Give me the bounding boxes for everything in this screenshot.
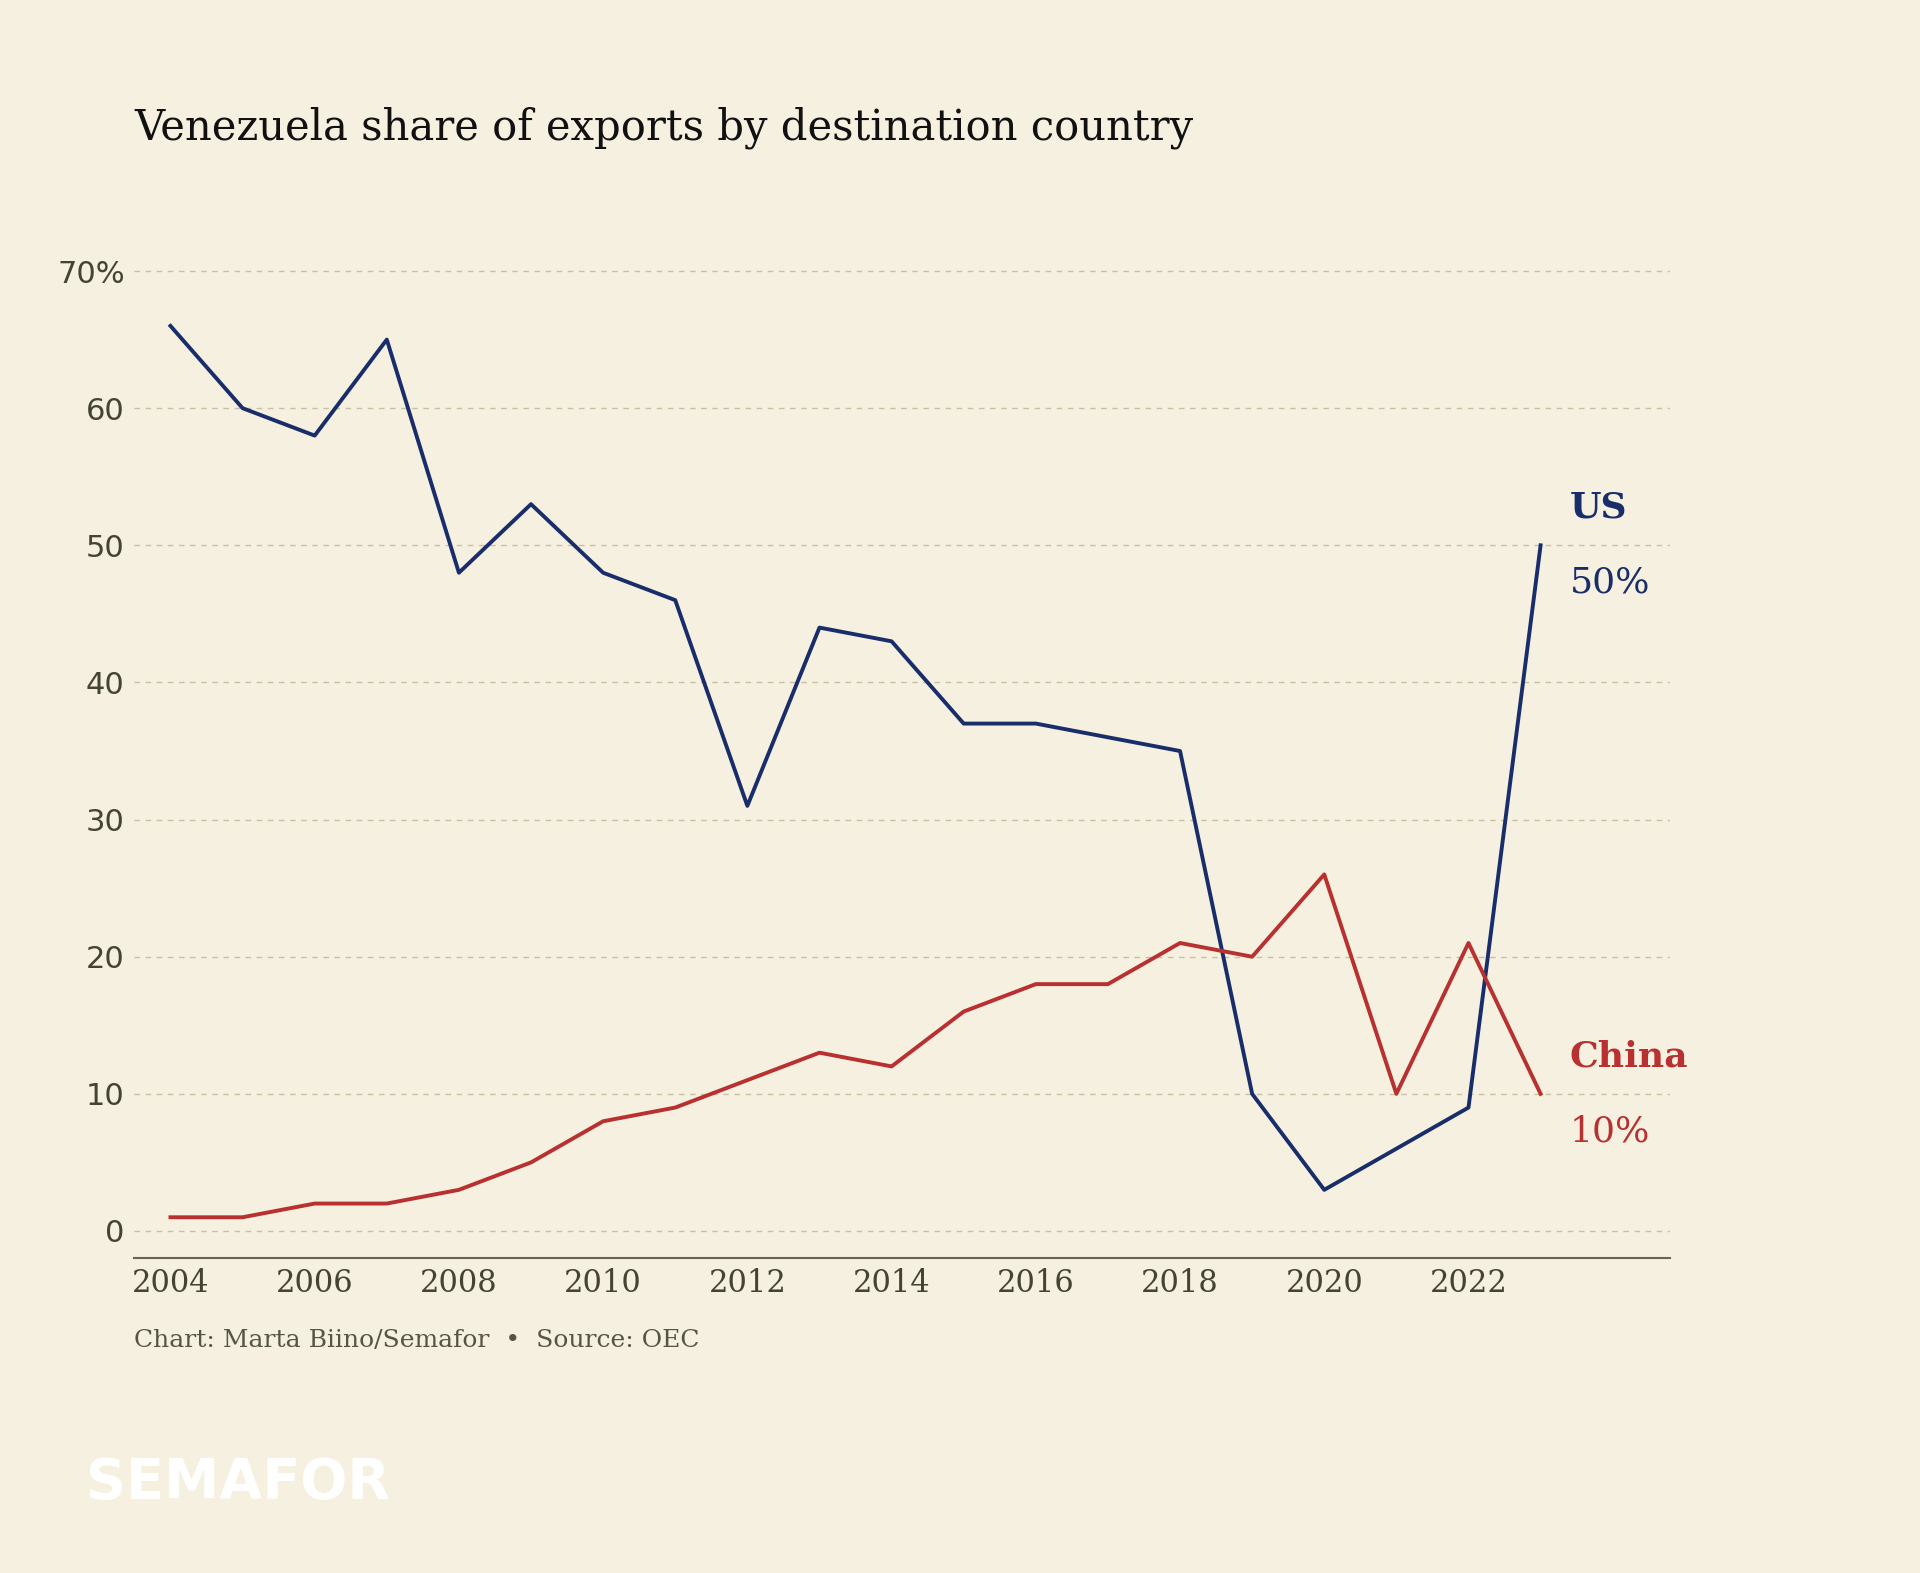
Text: US: US xyxy=(1569,491,1626,525)
Text: Chart: Marta Biino/Semafor  •  Source: OEC: Chart: Marta Biino/Semafor • Source: OEC xyxy=(134,1329,701,1353)
Text: China: China xyxy=(1569,1040,1688,1073)
Text: Venezuela share of exports by destination country: Venezuela share of exports by destinatio… xyxy=(134,107,1194,149)
Text: 10%: 10% xyxy=(1569,1114,1649,1148)
Text: 50%: 50% xyxy=(1569,566,1649,599)
Text: SEMAFOR: SEMAFOR xyxy=(86,1455,390,1510)
